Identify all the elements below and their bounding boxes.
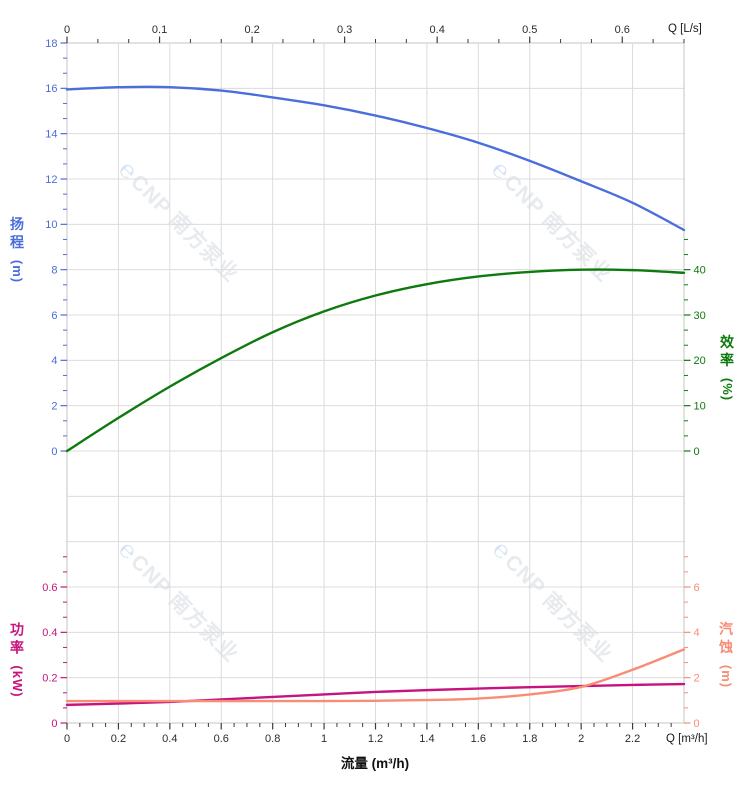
head-tick-label: 18 xyxy=(45,38,57,50)
bottom-axis-tick-label: 0.8 xyxy=(265,733,280,745)
top-axis-tick-label: 0.1 xyxy=(152,24,167,36)
efficiency-axis-unit: (%) xyxy=(720,377,735,402)
head-tick-label: 10 xyxy=(45,219,57,231)
bottom-axis-tick-label: 1 xyxy=(321,733,327,745)
power-axis-unit: (kW) xyxy=(10,665,25,698)
head-tick-label: 16 xyxy=(45,83,57,95)
curve-efficiency xyxy=(65,268,686,453)
npsh-axis-unit: (m) xyxy=(719,664,734,689)
bottom-axis-tick-label: 1.8 xyxy=(522,733,537,745)
power-tick-label: 0.2 xyxy=(42,672,57,684)
top-axis-unit-label: Q [L/s] xyxy=(668,23,702,35)
npsh-tick-label: 4 xyxy=(694,627,700,639)
efficiency-tick-label: 10 xyxy=(694,400,706,412)
top-axis-tick-label: 0.4 xyxy=(430,24,445,36)
x-axis-title: 流量 (m³/h) xyxy=(340,756,410,771)
top-axis-tick-label: 0.6 xyxy=(615,24,630,36)
power-axis-title: 功率 (kW) xyxy=(9,622,25,698)
head-tick-label: 2 xyxy=(51,400,57,412)
head-tick-label: 6 xyxy=(51,310,57,322)
bottom-axis-tick-label: 2.2 xyxy=(625,733,640,745)
power-tick-label: 0 xyxy=(51,718,57,730)
npsh-axis-title-text: 汽蚀 xyxy=(718,621,734,658)
top-axis-tick-label: 0.2 xyxy=(244,24,259,36)
bottom-axis-tick-label: 0 xyxy=(64,733,70,745)
efficiency-axis-title-text: 效率 xyxy=(719,334,735,371)
efficiency-tick-label: 0 xyxy=(694,446,700,458)
efficiency-tick-label: 30 xyxy=(694,310,706,322)
bottom-axis-tick-label: 0.4 xyxy=(162,733,177,745)
top-axis-tick-label: 0.3 xyxy=(337,24,352,36)
bottom-axis-tick-label: 1.4 xyxy=(419,733,434,745)
curve-npsh xyxy=(65,648,686,703)
curve-head xyxy=(65,85,686,232)
head-tick-label: 0 xyxy=(51,446,57,458)
efficiency-tick-label: 40 xyxy=(694,264,706,276)
top-axis-tick-label: 0 xyxy=(64,24,70,36)
head-tick-label: 4 xyxy=(51,355,57,367)
bottom-axis-unit-label: Q [m³/h] xyxy=(666,733,708,745)
npsh-tick-label: 0 xyxy=(694,718,700,730)
npsh-tick-label: 6 xyxy=(694,582,700,594)
head-tick-label: 14 xyxy=(45,128,57,140)
power-axis-title-text: 功率 xyxy=(9,622,25,659)
head-tick-label: 8 xyxy=(51,264,57,276)
bottom-axis-tick-label: 1.6 xyxy=(471,733,486,745)
head-axis-title-text: 扬程 xyxy=(9,216,25,253)
head-tick-label: 12 xyxy=(45,174,57,186)
efficiency-tick-label: 20 xyxy=(694,355,706,367)
head-axis-unit: (m) xyxy=(10,259,25,284)
npsh-axis-title: 汽蚀 (m) xyxy=(718,621,734,689)
bottom-axis-tick-label: 2 xyxy=(578,733,584,745)
power-tick-label: 0.4 xyxy=(42,627,57,639)
bottom-axis-tick-label: 1.2 xyxy=(368,733,383,745)
bottom-axis-tick-label: 0.6 xyxy=(214,733,229,745)
head-axis-title: 扬程 (m) xyxy=(9,216,25,284)
efficiency-axis-title: 效率 (%) xyxy=(719,334,735,402)
power-tick-label: 0.6 xyxy=(42,582,57,594)
top-axis-tick-label: 0.5 xyxy=(522,24,537,36)
npsh-tick-label: 2 xyxy=(694,672,700,684)
bottom-axis-tick-label: 0.2 xyxy=(111,733,126,745)
